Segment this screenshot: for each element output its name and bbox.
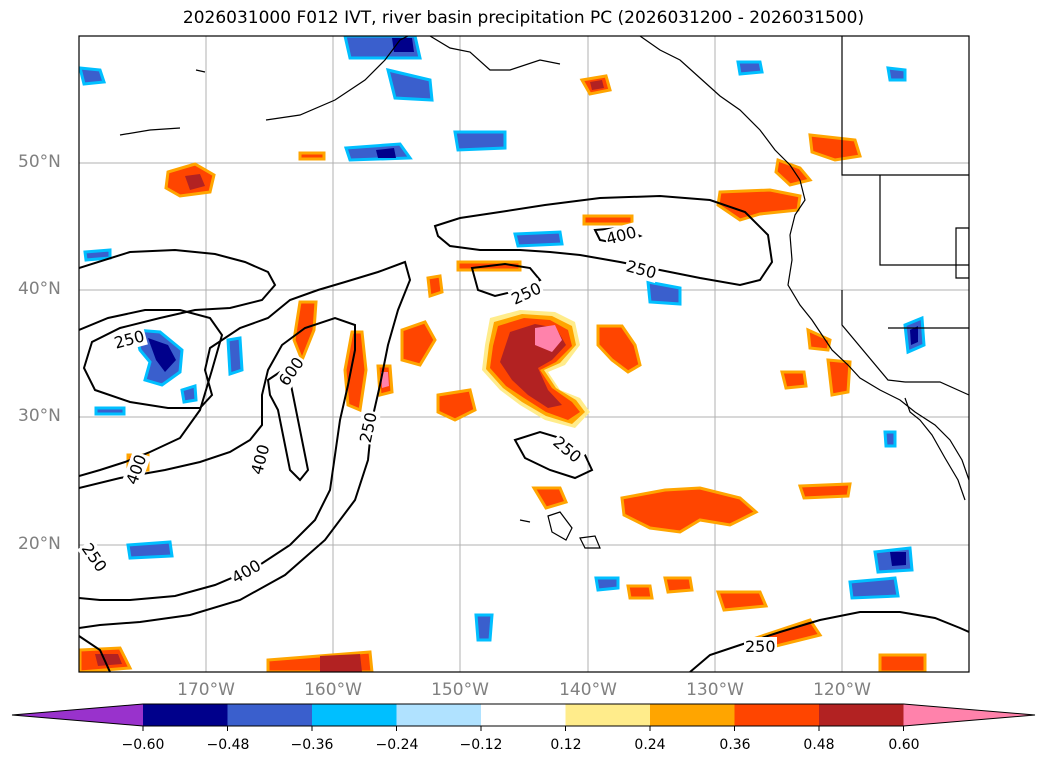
precip-fills (79, 36, 927, 672)
lon-label-170w: 170°W (177, 680, 235, 700)
colorbar-segment (819, 704, 904, 726)
colorbar-tick-label: −0.24 (375, 737, 419, 753)
lon-label-120w: 120°W (813, 680, 871, 700)
lon-label-160w: 160°W (304, 680, 362, 700)
colorbar-segment (565, 704, 651, 726)
map-canvas (78, 35, 970, 673)
colorbar-segment (143, 704, 228, 726)
lon-label-140w: 140°W (559, 680, 617, 700)
colorbar-tick-label: −0.48 (206, 737, 250, 753)
colorbar-tick-label: −0.60 (121, 737, 165, 753)
coastlines (119, 36, 969, 501)
colorbar-segment (481, 704, 566, 726)
lat-label-50n: 50°N (18, 152, 61, 172)
contour-label: 250 (744, 637, 777, 656)
lat-label-30n: 30°N (18, 406, 61, 426)
colorbar-extend-right (903, 704, 1035, 726)
ivt-contour-250-north (433, 194, 774, 287)
hawaii-islands (519, 511, 601, 549)
colorbar-outline (11, 703, 1036, 727)
colorbar-tick-label: −0.12 (459, 737, 503, 753)
map-title: 2026031000 F012 IVT, river basin precipi… (182, 8, 865, 28)
colorbar-extend-left (12, 704, 143, 726)
colorbar-segment (227, 704, 313, 726)
colorbar-tick-label: −0.36 (290, 737, 334, 753)
lat-label-20n: 20°N (18, 534, 61, 554)
ivt-contour-400 (79, 309, 224, 477)
lat-label-40n: 40°N (18, 279, 61, 299)
lon-label-150w: 150°W (431, 680, 489, 700)
ivt-contours (79, 194, 969, 672)
map-frame (78, 35, 970, 673)
colorbar-tick-label: 0.24 (634, 737, 666, 753)
colorbar-segment (650, 704, 735, 726)
colorbar-tick-label: 0.48 (803, 737, 835, 753)
colorbar-tick-label: 0.12 (550, 737, 582, 753)
colorbar-segment (312, 704, 397, 726)
colorbar-segment (734, 704, 820, 726)
colorbar-tick-label: 0.36 (719, 737, 751, 753)
colorbar-tick-label: 0.60 (888, 737, 920, 753)
ivt-contour-250-west (79, 248, 412, 629)
lon-label-130w: 130°W (686, 680, 744, 700)
colorbar-segment (396, 704, 482, 726)
